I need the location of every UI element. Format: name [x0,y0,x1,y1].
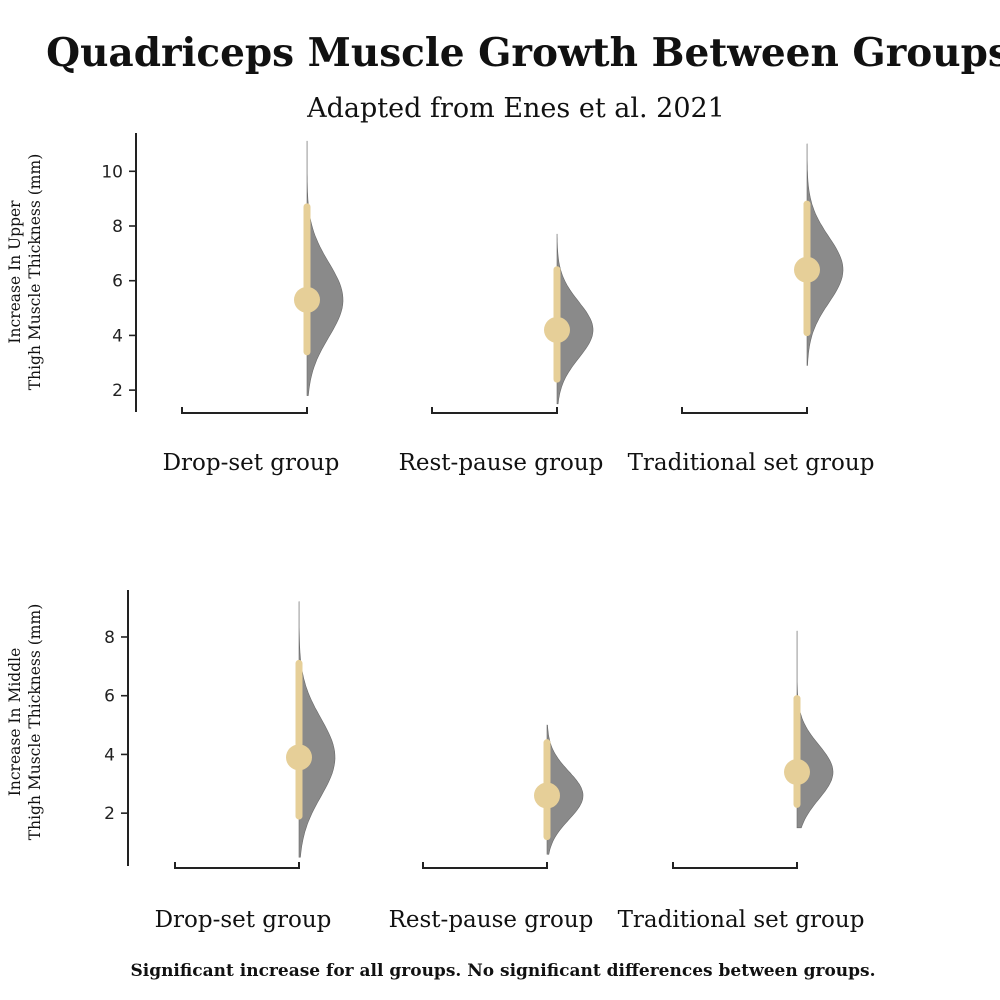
mean-point [794,256,820,283]
category-base-bracket [431,407,558,414]
y-tick-label: 4 [112,326,123,346]
y-axis-label-line: Increase In Middle [6,648,24,797]
mean-point [534,782,560,809]
y-tick-label: 10 [101,162,123,182]
category-base-bracket [174,862,300,869]
upper-thigh-panel: Increase In Upper Thigh Muscle Thickness … [6,133,874,476]
category-base-bracket [422,862,548,869]
y-axis-label-line: Thigh Muscle Thickness (mm) [26,154,44,391]
x-category-label: Traditional set group [628,450,875,476]
y-axis-label: Increase In Upper Thigh Muscle Thickness … [6,154,44,391]
x-category-label: Drop-set group [163,450,340,476]
y-axis-label-line: Thigh Muscle Thickness (mm) [26,604,44,841]
y-tick-label: 8 [112,217,123,237]
mean-point [784,759,810,786]
distribution-half-violin [796,630,834,829]
y-tick-label: 2 [112,381,123,401]
chart-title: Quadriceps Muscle Growth Between Groups [46,30,1000,76]
chart-footnote: Significant increase for all groups. No … [130,961,875,981]
distribution-half-violin [806,143,844,366]
y-tick-label: 4 [104,745,115,765]
y-tick-label: 6 [112,272,123,292]
distribution-half-violin [546,724,584,855]
middle-thigh-panel: Increase In Middle Thigh Muscle Thickness… [6,590,864,933]
y-tick-label: 2 [104,804,115,824]
distribution-half-violin [298,601,336,858]
x-category-label: Drop-set group [155,907,332,933]
y-tick-label: 8 [104,628,115,648]
mean-point [294,286,320,313]
distribution-half-violin [306,140,344,396]
category-base-bracket [181,407,308,414]
chart-subtitle: Adapted from Enes et al. 2021 [306,93,725,124]
x-category-label: Traditional set group [618,907,865,933]
y-tick-label: 6 [104,687,115,707]
category-base-bracket [681,407,808,414]
x-category-label: Rest-pause group [399,450,604,476]
y-axis-label-line: Increase In Upper [6,200,24,344]
y-axis-label: Increase In Middle Thigh Muscle Thickness… [6,604,44,841]
category-base-bracket [672,862,798,869]
mean-point [544,316,570,343]
x-category-label: Rest-pause group [389,907,594,933]
distribution-half-violin [556,233,594,405]
mean-point [286,744,312,771]
